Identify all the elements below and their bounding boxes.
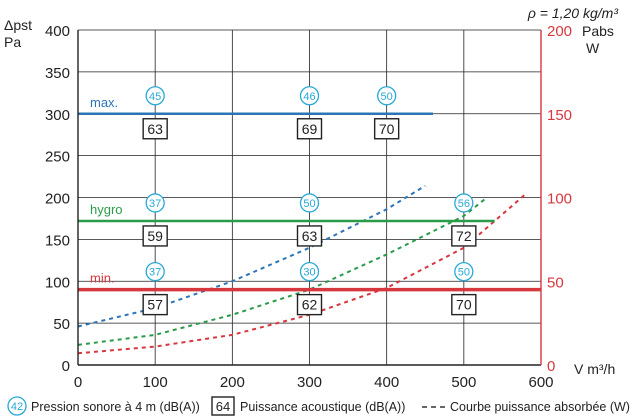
x-tick-label: 300 bbox=[297, 374, 322, 391]
right-axis-label-line1: Pabs bbox=[582, 23, 614, 39]
sound-pressure-circle bbox=[299, 193, 320, 213]
sound-pressure-value: 45 bbox=[149, 91, 161, 103]
x-tick-label: 200 bbox=[220, 374, 245, 391]
sound-pressure-circle bbox=[145, 193, 165, 213]
right-tick-label: 0 bbox=[547, 358, 555, 375]
series-label-1: hygro bbox=[90, 202, 123, 217]
legend-sound-pressure-circle bbox=[7, 396, 27, 416]
axes: 0 50 100 150 200 250 300 350 400 0 50 100 150 200 0 100… bbox=[45, 23, 572, 391]
acoustic-power-box bbox=[373, 118, 400, 140]
left-tick-label: 400 bbox=[45, 23, 70, 40]
left-tick-label: 250 bbox=[45, 149, 70, 166]
sound-pressure-value: 46 bbox=[303, 91, 315, 103]
acoustic-power-value: 57 bbox=[147, 297, 163, 313]
acoustic-power-value: 69 bbox=[302, 121, 318, 137]
power-curve-0 bbox=[77, 184, 426, 328]
left-tick-label: 0 bbox=[62, 358, 70, 375]
left-tick-label: 150 bbox=[45, 232, 70, 249]
acoustic-power-box bbox=[296, 225, 323, 247]
sound-pressure-value: 37 bbox=[149, 198, 161, 210]
sound-pressure-circle bbox=[454, 261, 474, 282]
power-curve-1 bbox=[77, 196, 488, 346]
left-axis-label-line1: Δpst bbox=[4, 17, 32, 33]
right-axis-label-line2: W bbox=[586, 40, 600, 56]
acoustic-power-box bbox=[142, 293, 168, 316]
legend-acoustic-power-box bbox=[211, 396, 235, 416]
left-tick-label: 350 bbox=[45, 65, 70, 82]
acoustic-power-box bbox=[142, 118, 168, 140]
sound-pressure-value: 50 bbox=[458, 267, 470, 279]
sound-pressure-circle bbox=[145, 86, 165, 106]
sound-pressure-circle bbox=[454, 193, 474, 213]
acoustic-markers: 45 46 50 63 69 70 37 50 56 59 63 72 37 30 50 57 62 70 bbox=[142, 86, 477, 316]
x-axis-label: V m³/h bbox=[574, 361, 615, 377]
acoustic-power-box bbox=[296, 118, 323, 140]
legend-sound-pressure-label: Pression sonore à 4 m (dB(A)) bbox=[31, 400, 200, 414]
sound-pressure-circle bbox=[299, 261, 320, 282]
acoustic-power-value: 72 bbox=[456, 228, 472, 244]
legend-acoustic-power-sample: 64 bbox=[216, 399, 230, 414]
left-tick-label: 300 bbox=[45, 107, 70, 124]
pressure-lines: max. hygro min. bbox=[78, 95, 541, 292]
sound-pressure-value: 50 bbox=[303, 198, 315, 210]
acoustic-power-value: 59 bbox=[147, 228, 163, 244]
series-label-0: max. bbox=[90, 95, 118, 110]
legend: 42 Pression sonore à 4 m (dB(A)) 64 Puis… bbox=[7, 396, 630, 416]
x-tick-label: 600 bbox=[528, 374, 553, 391]
right-tick-label: 150 bbox=[547, 107, 572, 124]
acoustic-power-box bbox=[451, 293, 477, 316]
sound-pressure-value: 37 bbox=[149, 267, 161, 279]
acoustic-power-value: 62 bbox=[302, 297, 318, 313]
sound-pressure-circle bbox=[145, 261, 165, 282]
legend-power-curve-label: Courbe puissance absorbée (W) bbox=[450, 400, 630, 414]
left-tick-label: 200 bbox=[45, 191, 70, 208]
x-tick-label: 400 bbox=[374, 374, 399, 391]
acoustic-power-box bbox=[296, 293, 323, 316]
sound-pressure-value: 56 bbox=[458, 198, 470, 210]
left-axis-label-line2: Pa bbox=[4, 34, 21, 50]
right-tick-label: 100 bbox=[547, 191, 572, 208]
acoustic-power-value: 70 bbox=[456, 297, 472, 313]
sound-pressure-circle bbox=[299, 86, 320, 106]
acoustic-power-value: 70 bbox=[379, 121, 395, 137]
sound-pressure-value: 30 bbox=[303, 267, 315, 279]
acoustic-power-box bbox=[451, 225, 477, 247]
sound-pressure-circle bbox=[377, 86, 397, 106]
left-tick-label: 50 bbox=[53, 316, 70, 333]
acoustic-power-value: 63 bbox=[147, 121, 163, 137]
legend-sound-pressure-sample: 42 bbox=[11, 401, 23, 413]
x-tick-label: 100 bbox=[143, 374, 168, 391]
right-tick-label: 50 bbox=[547, 274, 564, 291]
acoustic-power-value: 63 bbox=[302, 228, 318, 244]
right-tick-label: 200 bbox=[547, 23, 572, 40]
x-tick-label: 500 bbox=[451, 374, 476, 391]
sound-pressure-value: 50 bbox=[381, 91, 393, 103]
x-tick-label: 0 bbox=[74, 374, 82, 391]
legend-acoustic-power-label: Puissance acoustique (dB(A)) bbox=[240, 400, 405, 414]
acoustic-power-box bbox=[142, 225, 168, 247]
series-label-2: min. bbox=[90, 271, 115, 286]
left-tick-label: 100 bbox=[45, 274, 70, 291]
density-label: ρ = 1,20 kg/m³ bbox=[527, 5, 618, 21]
